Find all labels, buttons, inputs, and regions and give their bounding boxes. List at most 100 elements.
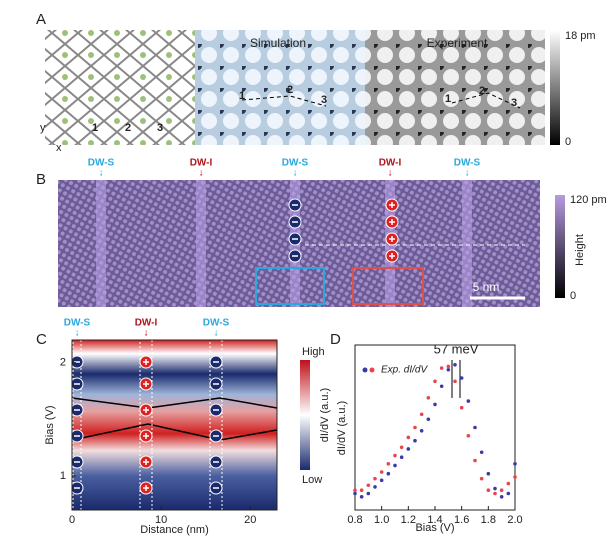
data-point xyxy=(366,491,371,496)
band-edge xyxy=(71,423,278,441)
data-point xyxy=(386,462,391,466)
wall-arrow: ↓ xyxy=(199,168,204,179)
data-point xyxy=(479,476,484,481)
wall-arrow: ↓ xyxy=(144,328,149,339)
data-point xyxy=(486,488,491,493)
data-point xyxy=(353,491,357,496)
data-point xyxy=(366,483,371,488)
data-point xyxy=(446,364,451,369)
data-point xyxy=(399,445,404,450)
data-point xyxy=(513,462,517,466)
axis-label: y xyxy=(40,122,46,134)
colorbar-label: High xyxy=(302,346,325,358)
data-point xyxy=(433,402,437,407)
path-line xyxy=(241,95,327,107)
axis-frame xyxy=(354,344,516,511)
y-tick-label: 2 xyxy=(60,357,66,369)
data-point xyxy=(379,470,384,474)
x-tick-label: 10 xyxy=(155,514,167,526)
scale-label: 5 nm xyxy=(473,280,500,294)
band-edge xyxy=(71,397,278,409)
colorbar-title: Height xyxy=(574,234,586,266)
data-point xyxy=(493,491,497,496)
wall-arrow: ↓ xyxy=(465,168,470,179)
data-point xyxy=(426,417,431,422)
highlight-box xyxy=(352,267,424,305)
y-axis-label: dI/dV (a.u.) xyxy=(336,401,348,455)
data-point xyxy=(413,425,417,430)
heatmap xyxy=(72,340,277,510)
data-point xyxy=(499,488,504,493)
path-line xyxy=(451,92,521,109)
x-tick-label: 2.0 xyxy=(507,514,522,526)
data-point xyxy=(399,455,404,460)
data-point xyxy=(459,405,464,410)
data-point xyxy=(513,475,517,479)
x-tick-label: 0 xyxy=(69,514,75,526)
wall-arrow: ↓ xyxy=(388,168,393,179)
data-point xyxy=(466,399,471,403)
data-point xyxy=(353,488,357,493)
colorbar xyxy=(300,360,310,470)
annotation: 57 meV xyxy=(434,341,479,356)
wall-label: DW-I xyxy=(135,318,158,329)
wall-arrow: ↓ xyxy=(293,168,298,179)
site-label: 3 xyxy=(321,94,327,106)
experiment-image xyxy=(365,30,545,145)
panel-label: A xyxy=(36,11,46,28)
data-point xyxy=(426,396,431,400)
data-point xyxy=(446,367,451,372)
wall-label: DW-S xyxy=(203,318,230,329)
data-point xyxy=(473,425,477,430)
data-point xyxy=(406,447,411,451)
charge-signs xyxy=(70,198,399,495)
wall-label: DW-S xyxy=(64,318,91,329)
site-label: 1 xyxy=(445,93,451,105)
y-tick-label: 1 xyxy=(60,470,66,482)
site-label: 3 xyxy=(511,97,517,109)
wall-arrow: ↓ xyxy=(75,328,80,339)
data-point xyxy=(466,433,471,438)
data-point xyxy=(419,429,424,433)
data-point xyxy=(493,486,497,491)
site-label: 3 xyxy=(157,122,163,134)
site-label: 2 xyxy=(287,84,293,96)
colorbar xyxy=(555,195,565,298)
image-layer xyxy=(45,30,565,511)
site-label: 2 xyxy=(479,85,485,97)
colorbar-label: 120 pm xyxy=(570,194,607,206)
colorbar-title: dI/dV (a.u.) xyxy=(319,388,331,442)
data-point xyxy=(386,471,391,476)
site-label: 1 xyxy=(239,90,245,102)
x-tick-label: 0.8 xyxy=(347,514,362,526)
x-tick-label: 1.4 xyxy=(427,514,442,526)
colorbar-label: 18 pm xyxy=(565,30,596,42)
wall-arrow: ↓ xyxy=(99,168,104,179)
data-point xyxy=(433,379,437,384)
data-point xyxy=(459,376,464,380)
data-point xyxy=(486,471,491,476)
panel-label: B xyxy=(36,171,46,188)
image-title: Experiment xyxy=(427,36,488,50)
data-point xyxy=(453,363,457,367)
data-point xyxy=(413,438,417,443)
x-axis-label: Distance (nm) xyxy=(140,524,208,536)
x-tick-label: 1.0 xyxy=(374,514,389,526)
colorbar-label: Low xyxy=(302,474,322,486)
data-point xyxy=(499,495,504,499)
site-label: 1 xyxy=(92,122,98,134)
data-point xyxy=(453,379,457,384)
legend-swatch xyxy=(362,367,368,373)
model-image xyxy=(45,30,195,145)
data-point xyxy=(393,463,397,468)
data-point xyxy=(473,458,477,463)
data-point xyxy=(373,485,377,489)
y-axis-label: Bias (V) xyxy=(44,405,56,444)
x-axis-label: Bias (V) xyxy=(415,522,454,534)
data-point xyxy=(406,435,411,440)
image-title: Simulation xyxy=(250,36,306,50)
data-point xyxy=(439,366,444,370)
wall-label: DW-S xyxy=(282,158,309,169)
data-point xyxy=(506,481,511,486)
